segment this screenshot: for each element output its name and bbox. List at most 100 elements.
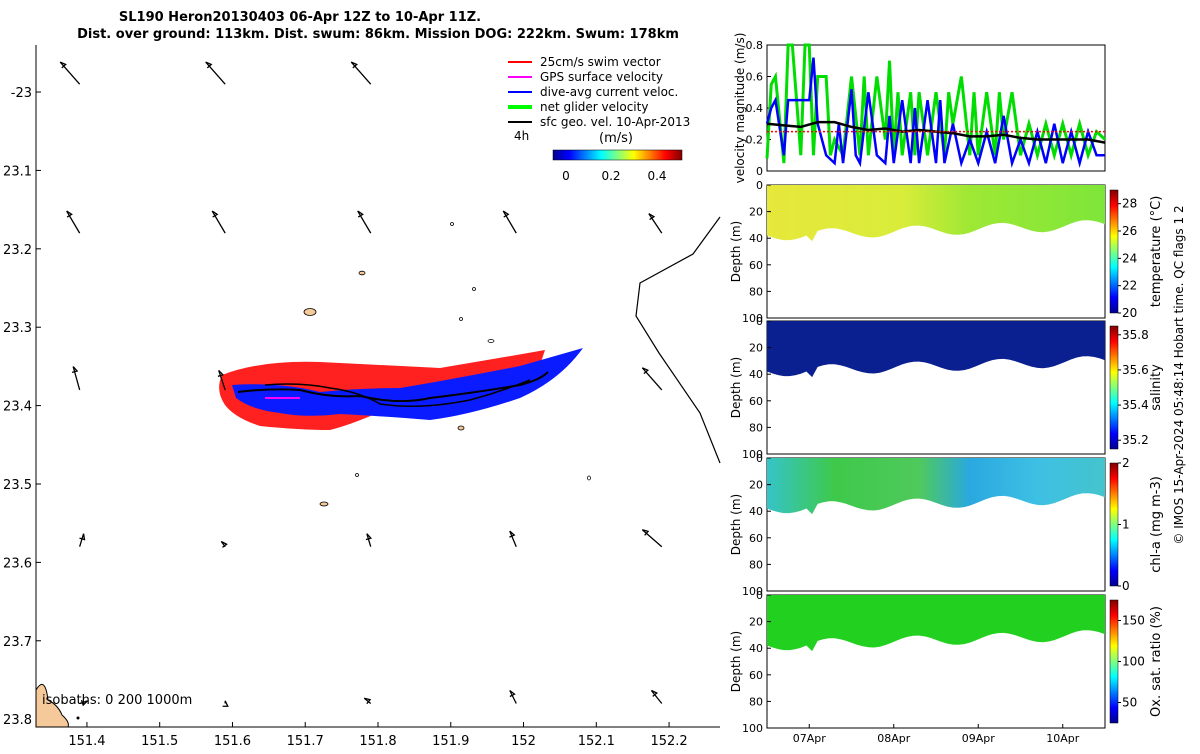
section-colorbar <box>1109 462 1119 587</box>
geo-velocity-arrow <box>79 533 85 547</box>
geo-velocity-arrowhead <box>502 210 510 218</box>
section-ylabel: Depth (m) <box>729 631 743 692</box>
section-y-tick-label: 80 <box>749 558 763 571</box>
colorbar-label: Ox. sat. ratio (%) <box>1149 606 1164 717</box>
section-y-tick-label: 0 <box>756 452 763 465</box>
colorbar-tick-label: 35.6 <box>1122 363 1149 377</box>
colorbar-tick-label: 35.2 <box>1122 433 1149 447</box>
legend-label: dive-avg current veloc. <box>540 85 678 99</box>
colorbar-tick-label: 0 <box>1122 579 1130 593</box>
section-y-tick-label: 60 <box>749 532 763 545</box>
reef-island <box>459 317 463 321</box>
geo-velocity-arrow <box>650 690 663 704</box>
section-panel: 0 20 40 60 80 100 Depth (m) 35.2 35.4 35.6 35.8 sal… <box>729 315 1164 461</box>
geo-velocity-arrowhead <box>364 697 372 705</box>
colorbar-tick-label: 1 <box>1122 518 1130 532</box>
section-data-fill <box>767 458 1105 515</box>
colorbar-tick-label: 24 <box>1122 251 1137 265</box>
map-y-tick-label: 23.2 <box>3 243 32 258</box>
glider-track <box>219 348 583 430</box>
geo-velocity-arrowhead <box>509 689 516 698</box>
geo-velocity-arrow <box>72 366 81 391</box>
geo-velocity-arrow <box>357 210 372 234</box>
section-colorbar <box>1109 325 1119 450</box>
reef-island <box>76 716 80 720</box>
colorbar-tick-label: 50 <box>1122 696 1137 710</box>
reef-island <box>450 222 454 226</box>
colorbar-tick: 0.4 <box>647 169 666 183</box>
current-vectors-swath <box>232 348 583 420</box>
section-colorbar <box>1109 599 1119 724</box>
geo-velocity-arrow <box>509 530 517 547</box>
title-line1: SL190 Heron20130403 06-Apr 12Z to 10-Apr… <box>119 10 481 25</box>
geo-velocity-arrow <box>509 690 517 704</box>
map-y-ticks: -23 23.1 23.2 23.3 23.4 23.5 23.6 23.7 23.8 <box>3 86 41 728</box>
velocity-panel: 0 0.2 0.4 0.6 0.8 velocity magnitude (m/s) <box>733 33 1107 183</box>
section-y-tick-label: 100 <box>742 585 763 598</box>
colorbar-tick-label: 35.8 <box>1122 328 1149 342</box>
geo-velocity-arrowhead <box>642 529 650 536</box>
section-y-tick-label: 0 <box>756 179 763 192</box>
geo-velocity-arrowhead <box>357 210 364 218</box>
geo-velocity-arrowhead <box>66 210 73 218</box>
geo-velocity-arrow <box>66 210 81 234</box>
velocity-y-tick-label: 0.6 <box>746 71 764 84</box>
geo-velocity-arrowhead <box>59 61 67 69</box>
velocity-y-tick-label: 0.8 <box>746 39 764 52</box>
colorbar-tick: 0 <box>562 169 570 183</box>
geo-velocity-arrow <box>641 529 663 548</box>
section-y-tick-label: 60 <box>749 259 763 272</box>
section-y-tick-label: 80 <box>749 285 763 298</box>
colorbar-label: (m/s) <box>599 131 633 146</box>
geo-velocity-arrow <box>211 210 226 234</box>
section-y-tick-label: 100 <box>742 312 763 325</box>
reef-island <box>457 425 465 431</box>
map-y-tick-label: 23.5 <box>3 478 32 493</box>
section-data-fill <box>767 321 1105 378</box>
geo-velocity-arrowhead <box>79 533 86 541</box>
map-y-tick-label: 23.4 <box>3 400 32 415</box>
map-y-tick-label: 23.1 <box>3 164 32 179</box>
section-colorbar <box>1109 189 1119 314</box>
geo-velocity-arrow <box>350 61 372 85</box>
velocity-series-line <box>765 43 1107 164</box>
geo-velocity-arrows <box>59 61 663 707</box>
title-line2: Dist. over ground: 113km. Dist. swum: 86… <box>77 27 679 42</box>
section-y-tick-label: 20 <box>749 479 763 492</box>
date-tick-label: 10Apr <box>1046 732 1080 745</box>
geo-velocity-arrowhead <box>220 540 228 548</box>
section-panel: 0 20 40 60 80 100 Depth (m) 0 1 2 chl-a (mg m-3) <box>729 452 1164 598</box>
velocity-lines <box>765 43 1107 168</box>
legend-label: sfc geo. vel. 10-Apr-2013 <box>540 115 690 129</box>
geo-velocity-arrowhead <box>211 210 219 218</box>
colorbar-tick-label: 2 <box>1122 456 1130 470</box>
section-y-tick-label: 20 <box>749 342 763 355</box>
geo-velocity-arrow <box>218 370 226 391</box>
reef-island <box>472 287 476 291</box>
geo-velocity-arrowhead <box>648 213 656 221</box>
map-x-tick-label: 152.1 <box>578 734 615 749</box>
colorbar-tick-label: 100 <box>1122 655 1145 669</box>
section-y-tick-label: 60 <box>749 669 763 682</box>
section-y-tick-label: 100 <box>742 448 763 461</box>
velocity-y-tick-label: 0.2 <box>746 134 764 147</box>
track-line <box>264 379 531 407</box>
section-y-tick-label: 20 <box>749 616 763 629</box>
geo-velocity-arrow <box>205 61 226 85</box>
colorbar-tick-label: 20 <box>1122 306 1137 320</box>
section-data-fill <box>767 185 1105 242</box>
coast-bottom-left <box>35 683 69 728</box>
map-y-tick-label: 23.7 <box>3 635 32 650</box>
section-panel: 0 20 40 60 80 100 Depth (m) 20 22 24 26 28 temperatu… <box>729 179 1164 325</box>
date-tick-label: 09Apr <box>962 732 996 745</box>
map-x-tick-label: 151.4 <box>68 734 105 749</box>
map-y-tick-label: -23 <box>11 86 32 101</box>
reef-island <box>319 501 329 507</box>
legend-label: 25cm/s swim vector <box>540 55 661 69</box>
section-y-tick-label: 0 <box>756 589 763 602</box>
map-x-tick-label: 152 <box>511 734 536 749</box>
geo-velocity-arrow <box>641 367 663 391</box>
colorbar-label: chl-a (mg m-3) <box>1149 476 1164 573</box>
